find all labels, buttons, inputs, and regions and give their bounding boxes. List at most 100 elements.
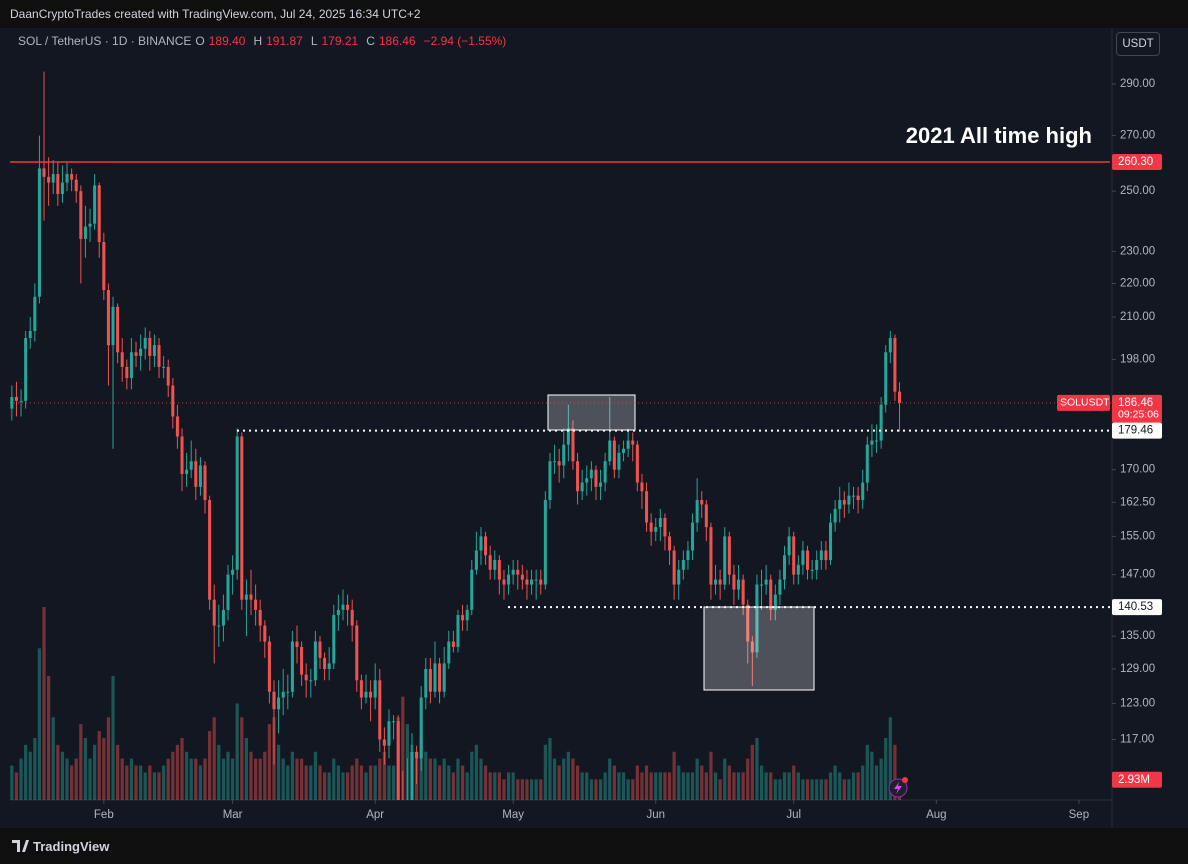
volume-bar [244, 737, 249, 800]
candle-body [162, 366, 166, 368]
alert-icon-bolt [894, 782, 902, 794]
volume-bar [566, 751, 570, 800]
level-badge [1112, 153, 1162, 170]
volume-bar [700, 765, 704, 800]
candle-body [654, 527, 658, 532]
volume-bar [378, 758, 382, 800]
candle-body [484, 536, 488, 556]
volume-bar [217, 744, 221, 800]
volume-bar [686, 772, 690, 800]
candle-body [415, 751, 419, 759]
volume-bar [792, 765, 796, 800]
volume-bar [488, 772, 492, 800]
candle-body [97, 185, 101, 243]
volume-bar [189, 758, 193, 800]
candle-body [479, 536, 483, 551]
volume-bar [263, 751, 267, 800]
volume-bar [617, 772, 621, 800]
volume-bar [585, 772, 589, 800]
candle-body [810, 569, 814, 571]
volume-bar [249, 751, 253, 800]
candle-body [189, 461, 193, 470]
candle-body [612, 440, 616, 470]
y-tick-label: 198.00 [1120, 354, 1155, 366]
volume-bar [102, 737, 106, 800]
candle-body [396, 721, 400, 800]
candle-body [626, 440, 630, 449]
volume-bar [60, 751, 65, 800]
candle-body [442, 663, 446, 692]
candle-body [157, 345, 161, 367]
candle-body [520, 574, 524, 580]
candle-body [208, 500, 212, 600]
volume-bar [14, 772, 19, 800]
y-tick-label: 220.00 [1120, 278, 1155, 290]
volume-bar [345, 772, 350, 800]
ohlc-key: C [366, 34, 375, 48]
volume-bar [571, 758, 575, 800]
plot-area [10, 71, 902, 800]
candle-body [493, 560, 497, 570]
candle-body [313, 641, 317, 681]
candle-body [74, 179, 78, 192]
candle-body [474, 550, 478, 570]
y-tick-label: 123.00 [1120, 697, 1155, 709]
candle-body [194, 461, 198, 487]
x-tick-label: Jun [646, 809, 665, 821]
candle-body [263, 625, 267, 642]
candle-body [102, 242, 106, 291]
candle-body [686, 550, 690, 561]
y-tick-label: 135.00 [1120, 630, 1155, 642]
volume-bar [755, 737, 759, 800]
candle-body [180, 436, 184, 474]
candle-body [543, 500, 547, 585]
volume-bar [368, 765, 373, 800]
volume-bar [235, 703, 239, 800]
volume-bar [828, 772, 833, 800]
volume-bar [116, 744, 120, 800]
candle-body [681, 560, 685, 570]
candle-body [226, 574, 230, 610]
volume-bar [893, 744, 897, 800]
volume-bar [824, 779, 828, 800]
volume-bar [125, 765, 129, 800]
volume-bar [341, 772, 345, 800]
y-tick-label: 210.00 [1120, 311, 1155, 323]
y-tick-label: 170.00 [1120, 464, 1155, 476]
volume-bar [134, 765, 138, 800]
volume-bar [70, 765, 74, 800]
candle-body [378, 680, 382, 740]
alert-dot [902, 777, 908, 783]
candle-body [235, 436, 239, 570]
volume-bar [451, 772, 455, 800]
candle-body [603, 461, 607, 483]
volume-bar [575, 765, 580, 800]
candle-body [760, 584, 764, 586]
volume-bar [534, 779, 538, 800]
volume-bar [879, 758, 883, 800]
volume-bar [221, 758, 226, 800]
currency-button[interactable]: USDT [1116, 32, 1160, 56]
candle-body [129, 352, 133, 379]
volume-bar [442, 758, 446, 800]
volume-bar [474, 744, 478, 800]
x-tick-label: Mar [223, 809, 243, 821]
volume-bar [649, 772, 653, 800]
volume-bar [704, 772, 708, 800]
volume-bar [139, 765, 143, 800]
symbol-badge [1057, 394, 1110, 411]
candle-body [461, 615, 465, 621]
volume-bar [727, 765, 731, 800]
candle-body [70, 174, 74, 180]
volume-bar [483, 765, 488, 800]
candle-body [842, 500, 846, 505]
y-tick-label: 162.50 [1120, 496, 1155, 508]
volume-bar [332, 758, 336, 800]
ohlc-value: 186.46 [378, 34, 416, 48]
candle-body [635, 444, 639, 483]
candle-body [93, 185, 97, 224]
volume-bar [631, 779, 635, 800]
candle-body [272, 691, 276, 710]
ohlc-value: 179.21 [321, 34, 359, 48]
volume-bar [782, 772, 787, 800]
